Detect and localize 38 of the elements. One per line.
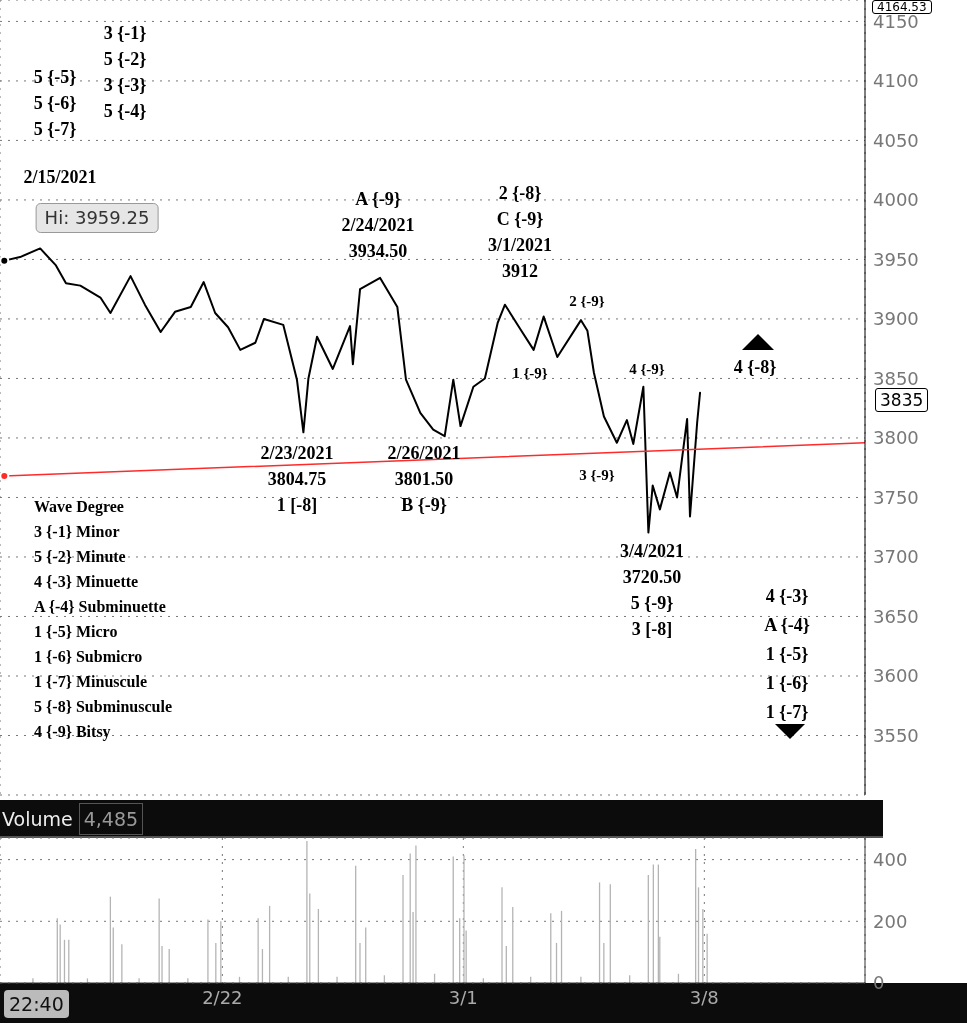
annotation: 3/4/2021 3720.50 5 {-9} 3 [-8]: [619, 540, 685, 641]
y-tick-label: 3750: [873, 486, 919, 508]
annotation: 3 {-1} 5 {-2} 3 {-3} 5 {-4}: [103, 22, 147, 123]
y-tick-label: 3600: [873, 665, 919, 687]
annotation: 3 {-9}: [579, 466, 615, 485]
y-tick-label: 3900: [873, 308, 919, 330]
y-tick-label: 4100: [873, 70, 919, 92]
annotation: 1 {-9}: [512, 364, 548, 383]
y-tick-label: 3650: [873, 605, 919, 627]
y-tick-label: 400: [873, 848, 908, 870]
x-tick-label: 2/22: [202, 986, 243, 1008]
y-tick-label: 4050: [873, 129, 919, 151]
x-tick-label: 3/1: [448, 986, 478, 1008]
text: 4164.53: [872, 0, 932, 14]
annotation: 4 {-3} A {-4} 1 {-5} 1 {-6} 1 {-7}: [764, 585, 810, 724]
annotation: 5 {-5} 5 {-6} 5 {-7}: [33, 66, 77, 141]
annotation: 2 {-8} C {-9} 3/1/2021 3912: [487, 182, 553, 283]
x-tick-label: 3/8: [689, 986, 719, 1008]
annotation: 2 {-9}: [569, 292, 605, 311]
y-tick-label: 3850: [873, 367, 919, 389]
annotation: 4 {-9}: [629, 360, 665, 379]
text: 22:40: [4, 990, 69, 1018]
y-tick-label: 4000: [873, 189, 919, 211]
y-tick-label: 3800: [873, 427, 919, 449]
annotation: Hi: 3959.25: [35, 203, 159, 233]
y-tick-label: 200: [873, 910, 908, 932]
annotation: 2/15/2021: [23, 166, 97, 189]
annotation: 2/26/2021 3801.50 B {-9}: [387, 442, 461, 517]
y-tick-label: 3550: [873, 724, 919, 746]
text: 3835: [875, 388, 929, 412]
y-tick-label: 3700: [873, 546, 919, 568]
y-tick-label: 3950: [873, 248, 919, 270]
text: 4,485: [78, 803, 144, 835]
annotation: 4 {-8}: [733, 356, 777, 379]
text: Wave Degree 3 {-1} Minor 5 {-2} Minute 4 {-3} Minuette A {-4} Subminuette 1 {-5} Micro 1 {-6} Submicro 1 {-7} Minuscule 5 {-8} Subminuscule 4 {-9} Bitsy: [34, 498, 172, 740]
chart-title: Volume: [1, 808, 74, 830]
annotation: A {-9} 2/24/2021 3934.50: [341, 188, 415, 263]
annotation: 2/23/2021 3804.75 1 [-8]: [260, 442, 334, 517]
